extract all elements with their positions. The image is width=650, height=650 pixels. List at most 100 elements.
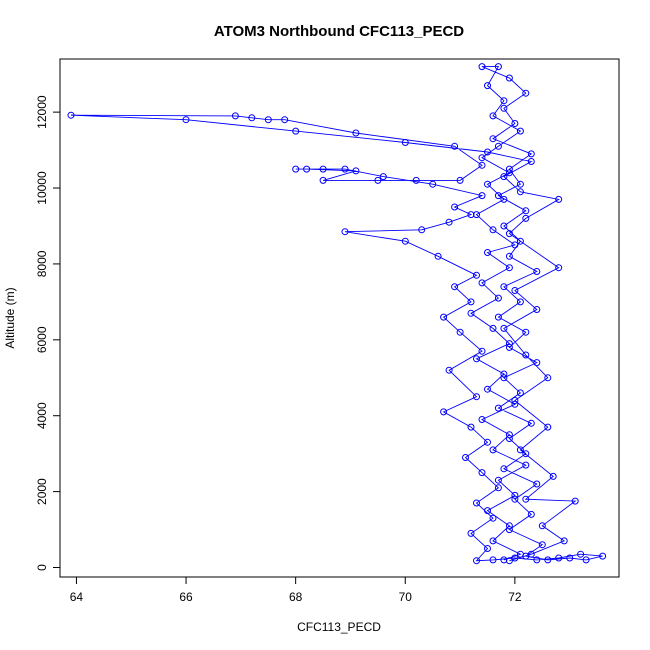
data-point [484, 180, 491, 188]
data-point [478, 161, 486, 169]
data-point [500, 324, 508, 332]
data-point [505, 230, 513, 238]
data-point [489, 226, 497, 234]
data-point [489, 556, 497, 564]
data-point [494, 484, 502, 492]
data-point [489, 514, 497, 522]
data-point [248, 114, 256, 122]
data-point [538, 522, 546, 530]
data-point [505, 526, 513, 534]
y-tick-label: 12000 [35, 95, 49, 129]
chart-title: ATOM3 Northbound CFC113_PECD [214, 23, 464, 40]
data-point [533, 306, 541, 313]
data-point [544, 556, 552, 564]
y-tick-label: 10000 [35, 171, 49, 205]
data-point [533, 359, 541, 367]
data-point [511, 495, 519, 503]
data-point [500, 104, 508, 112]
x-tick-label: 70 [399, 590, 413, 604]
data-point [527, 510, 535, 518]
data-point [505, 252, 513, 260]
data-point [374, 176, 382, 184]
data-point [319, 165, 327, 173]
data-point [549, 472, 557, 480]
plot-frame [59, 58, 620, 578]
data-point [303, 165, 311, 173]
data-point [412, 176, 420, 184]
data-point [505, 522, 513, 530]
data-point [434, 252, 442, 260]
data-point [489, 446, 497, 454]
data-point [484, 249, 491, 256]
data-point [511, 491, 519, 499]
data-point [527, 550, 535, 558]
data-point [451, 142, 459, 150]
data-point [522, 207, 530, 215]
data-point [516, 237, 524, 245]
data-point [527, 419, 535, 427]
data-point [352, 167, 360, 175]
data-point [231, 112, 239, 120]
data-point [451, 283, 459, 291]
data-point [516, 127, 524, 135]
data-point [544, 423, 552, 431]
data-point [505, 340, 513, 348]
data-point [544, 374, 552, 382]
x-tick-label: 66 [179, 590, 193, 604]
data-point [511, 120, 519, 127]
data-point [516, 298, 524, 306]
data-point [516, 389, 524, 397]
data-point [352, 129, 360, 137]
y-axis: 0 2000 4000 6000 8000 10000 12000 [35, 95, 60, 571]
data-point [440, 408, 448, 416]
data-point [478, 279, 486, 287]
data-point [522, 89, 530, 97]
data-point [516, 446, 524, 454]
data-point [516, 188, 524, 196]
data-point [456, 328, 464, 336]
data-point [478, 63, 486, 71]
data-point [571, 497, 579, 505]
x-tick-label: 72 [508, 590, 522, 604]
data-point [484, 507, 491, 515]
data-point [538, 541, 546, 549]
data-point [522, 450, 530, 458]
data-point [473, 271, 480, 279]
data-point [511, 397, 519, 404]
data-point [500, 222, 508, 230]
y-tick-label: 6000 [35, 326, 49, 353]
data-point [429, 180, 437, 188]
data-point [341, 228, 349, 236]
data-point [522, 461, 530, 469]
data-point [555, 264, 563, 272]
data-point [473, 393, 480, 401]
data-point [451, 203, 459, 211]
data-point [505, 343, 513, 351]
data-point [505, 264, 513, 272]
data-point [555, 554, 563, 562]
data-point [292, 165, 300, 173]
data-point [494, 313, 502, 321]
data-point [401, 139, 409, 146]
data-point [467, 423, 475, 431]
data-point [484, 148, 491, 156]
data-point [379, 173, 387, 181]
plot-area [67, 63, 607, 565]
data-point [462, 454, 469, 461]
data-point [478, 469, 486, 477]
data-point [484, 545, 491, 552]
data-point [281, 116, 289, 124]
data-point [505, 435, 513, 442]
data-point [494, 192, 502, 200]
data-point [505, 74, 513, 82]
data-point [533, 268, 541, 275]
data-point [599, 552, 607, 560]
x-tick-label: 64 [70, 590, 84, 604]
data-point [467, 211, 475, 219]
data-point [484, 385, 491, 393]
data-point [527, 158, 535, 165]
data-point [489, 537, 497, 545]
data-point [522, 214, 530, 222]
data-point [478, 347, 486, 355]
